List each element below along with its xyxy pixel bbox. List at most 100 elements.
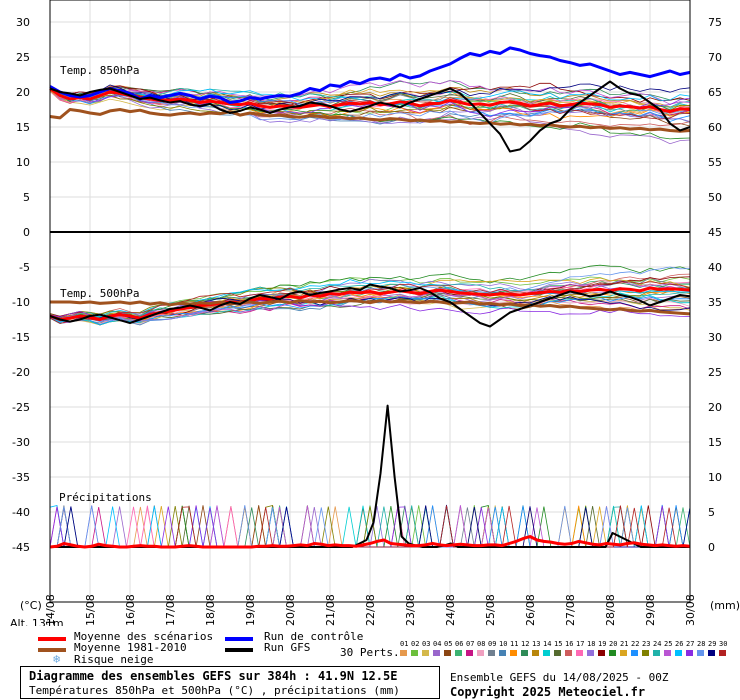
date-label: 21/08 [324, 594, 337, 626]
pert-swatch [620, 650, 627, 656]
date-label: 26/08 [524, 594, 537, 626]
series-line [49, 80, 691, 153]
date-label: 23/08 [404, 594, 417, 626]
pert-swatch [554, 650, 561, 656]
copyright: Copyright 2025 Meteociel.fr [450, 685, 646, 699]
pert-number: 16 [565, 640, 574, 648]
pert-swatch [631, 650, 638, 656]
left-tick-label: -25 [12, 401, 30, 414]
right-tick-label: 15 [708, 436, 722, 449]
pert-number: 17 [576, 640, 585, 648]
chart-title: Diagramme des ensembles GEFS sur 384h : … [29, 669, 398, 683]
pert-swatch [719, 650, 726, 656]
left-tick-label: -45 [12, 541, 30, 554]
date-label: 27/08 [564, 594, 577, 626]
pert-number: 19 [598, 640, 607, 648]
pert-swatch [708, 650, 715, 656]
legend-line-climate-mean [38, 648, 66, 652]
pert-number: 24 [653, 640, 662, 648]
pert-number: 25 [664, 640, 673, 648]
right-tick-label: 55 [708, 156, 722, 169]
legend-line-control-run [225, 637, 253, 641]
pert-number: 20 [609, 640, 618, 648]
pert-swatch [466, 650, 473, 656]
date-label: 14/08 [44, 594, 57, 626]
pert-number: 28 [697, 640, 706, 648]
pert-swatch [422, 650, 429, 656]
pert-number: 30 [719, 640, 728, 648]
left-tick-label: -15 [12, 331, 30, 344]
right-tick-label: 30 [708, 331, 722, 344]
pert-swatch [587, 650, 594, 656]
pert-swatch [598, 650, 605, 656]
pert-swatch [675, 650, 682, 656]
chart-axes: 302520151050-5-10-15-20-25-30-35-40-4575… [10, 0, 740, 626]
date-label: 20/08 [284, 594, 297, 626]
panel-label-precip: Précipitations [59, 491, 152, 504]
pert-number: 12 [521, 640, 530, 648]
pert-swatch [653, 650, 660, 656]
left-tick-label: -30 [12, 436, 30, 449]
pert-swatch [477, 650, 484, 656]
pert-number: 10 [499, 640, 508, 648]
pert-number: 03 [422, 640, 431, 648]
pert-number: 08 [477, 640, 486, 648]
perturbation-line-850 [49, 86, 691, 116]
perturbation-line-500 [49, 266, 691, 323]
perturbation-line-500 [49, 287, 691, 326]
perturbation-line-500 [49, 281, 691, 324]
pert-swatch [499, 650, 506, 656]
perturbation-line-500 [49, 264, 691, 320]
pert-number: 13 [532, 640, 541, 648]
right-tick-label: 65 [708, 86, 722, 99]
date-label: 19/08 [244, 594, 257, 626]
pert-number: 09 [488, 640, 497, 648]
left-tick-label: -35 [12, 471, 30, 484]
right-tick-label: 70 [708, 51, 722, 64]
right-tick-label: 5 [708, 506, 715, 519]
left-tick-label: 10 [16, 156, 30, 169]
main-series-lines [49, 46, 691, 549]
plot-frame [49, 0, 691, 603]
pert-swatch [455, 650, 462, 656]
date-label: 17/08 [164, 594, 177, 626]
right-tick-label: 0 [708, 541, 715, 554]
pert-swatch [697, 650, 704, 656]
pert-swatch [433, 650, 440, 656]
pert-number: 01 [400, 640, 409, 648]
legend-label-ensemble-mean: Moyenne des scénarios [74, 630, 214, 643]
date-label: 28/08 [604, 594, 617, 626]
series-line [50, 299, 691, 316]
pert-number: 02 [411, 640, 420, 648]
pert-number: 29 [708, 640, 717, 648]
pert-swatch [686, 650, 693, 656]
perturbation-line-850 [49, 82, 691, 106]
pert-number: 15 [554, 640, 563, 648]
legend-label-control-run: Run de contrôle [264, 630, 364, 643]
perturbation-line-850 [49, 86, 691, 124]
pert-swatch [532, 650, 539, 656]
pert-swatch [488, 650, 495, 656]
panel-label-t850: Temp. 850hPa [60, 64, 139, 77]
perturbation-line-850 [49, 83, 691, 111]
right-tick-label: 20 [708, 401, 722, 414]
date-label: 15/08 [84, 594, 97, 626]
pert-number: 27 [686, 640, 695, 648]
pert-swatch [576, 650, 583, 656]
left-unit-label: (°C) [20, 599, 42, 612]
right-tick-label: 40 [708, 261, 722, 274]
series-line [49, 535, 691, 549]
panel-label-t500: Temp. 500hPa [60, 287, 139, 300]
left-tick-label: 5 [23, 191, 30, 204]
pert-number: 21 [620, 640, 629, 648]
date-label: 30/08 [684, 594, 697, 626]
pert-number: 06 [455, 640, 464, 648]
pert-swatch [664, 650, 671, 656]
legend-line-gfs-run [225, 648, 253, 652]
pert-swatch [642, 650, 649, 656]
legend-label-climate-mean: Moyenne 1981-2010 [74, 641, 187, 654]
legend-line-ensemble-mean [38, 637, 66, 641]
left-tick-label: -40 [12, 506, 30, 519]
pert-number: 26 [675, 640, 684, 648]
left-tick-label: 25 [16, 51, 30, 64]
